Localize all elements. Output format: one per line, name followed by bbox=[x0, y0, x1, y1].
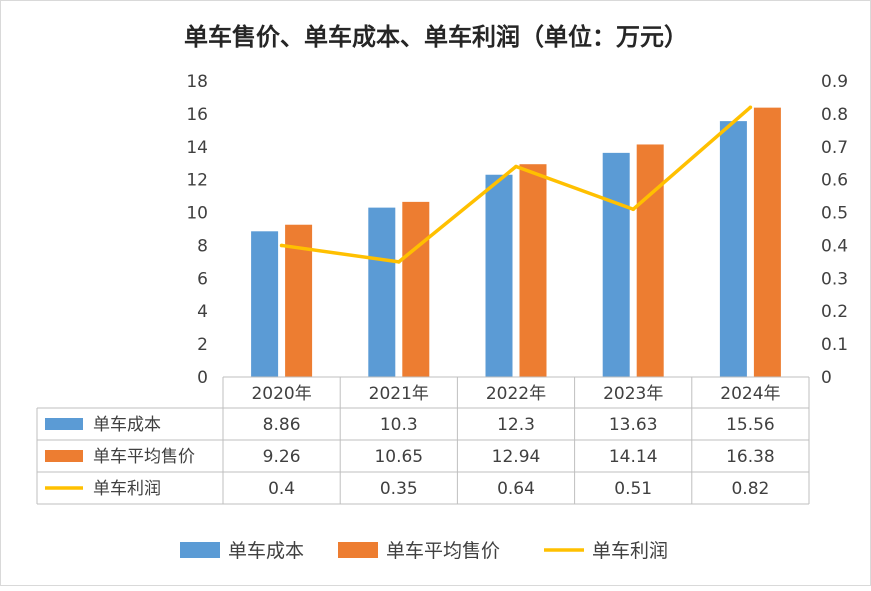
legend-key bbox=[180, 542, 220, 558]
data-label: 0.82 bbox=[731, 479, 769, 499]
bar-2023年-单车平均售价 bbox=[636, 144, 664, 377]
y-tick-label: 18 bbox=[186, 72, 208, 92]
data-label: 12.94 bbox=[492, 447, 541, 467]
data-label: 15.56 bbox=[726, 415, 775, 435]
line-series-单车利润 bbox=[281, 105, 752, 264]
chart-title: 单车售价、单车成本、单车利润（单位：万元） bbox=[184, 23, 688, 51]
y2-tick-label: 0.7 bbox=[821, 138, 848, 158]
line-point-2021年 bbox=[397, 260, 401, 264]
data-label: 0.64 bbox=[497, 479, 535, 499]
line-point-2020年 bbox=[279, 243, 284, 248]
y-tick-label: 10 bbox=[186, 204, 208, 224]
legend-label: 单车成本 bbox=[228, 540, 304, 562]
y-tick-label: 8 bbox=[197, 236, 208, 256]
y2-tick-label: 0.6 bbox=[821, 171, 848, 191]
data-label: 13.63 bbox=[609, 415, 658, 435]
data-label: 0.51 bbox=[614, 479, 652, 499]
y2-tick-label: 0.5 bbox=[821, 204, 848, 224]
x-tick-label: 2021年 bbox=[369, 384, 429, 404]
y-tick-label: 4 bbox=[197, 302, 208, 322]
bar-2022年-单车平均售价 bbox=[519, 164, 547, 377]
line-point-2024年 bbox=[748, 105, 753, 110]
data-label: 10.3 bbox=[380, 415, 418, 435]
y2-tick-label: 0.4 bbox=[821, 236, 848, 256]
y-tick-label: 0 bbox=[197, 368, 208, 388]
x-tick-label: 2024年 bbox=[720, 384, 780, 404]
line-point-2023年 bbox=[631, 207, 635, 212]
bar-2024年-单车成本 bbox=[719, 121, 747, 377]
bar-2021年-单车平均售价 bbox=[402, 201, 430, 377]
y2-tick-label: 0.3 bbox=[821, 269, 848, 289]
x-tick-label: 2023年 bbox=[603, 384, 663, 404]
legend-key bbox=[338, 542, 378, 558]
data-label: 16.38 bbox=[726, 447, 775, 467]
data-label: 10.65 bbox=[374, 447, 423, 467]
y-tick-label: 2 bbox=[197, 335, 208, 355]
data-label: 9.26 bbox=[263, 447, 301, 467]
table-legend-key bbox=[45, 418, 83, 430]
data-label: 12.3 bbox=[497, 415, 535, 435]
data-label: 0.4 bbox=[268, 479, 295, 499]
y-tick-label: 16 bbox=[186, 105, 208, 125]
bar-2020年-单车成本 bbox=[251, 231, 279, 377]
y2-tick-label: 0.9 bbox=[821, 72, 848, 92]
table-series-name: 单车平均售价 bbox=[93, 447, 195, 467]
data-label: 0.35 bbox=[380, 479, 418, 499]
y-tick-label: 12 bbox=[186, 171, 208, 191]
bar-2023年-单车成本 bbox=[602, 152, 630, 377]
y2-tick-label: 0 bbox=[821, 368, 832, 388]
bar-2021年-单车成本 bbox=[368, 207, 396, 377]
y-tick-label: 14 bbox=[186, 138, 208, 158]
y2-tick-label: 0.8 bbox=[821, 105, 848, 125]
table-legend-key bbox=[45, 450, 83, 462]
y2-tick-label: 0.1 bbox=[821, 335, 848, 355]
table-series-name: 单车成本 bbox=[93, 415, 161, 435]
table-series-name: 单车利润 bbox=[93, 479, 161, 499]
data-label: 14.14 bbox=[609, 447, 658, 467]
legend-label: 单车平均售价 bbox=[386, 540, 500, 562]
bar-2022年-单车成本 bbox=[485, 174, 513, 377]
line-point-2022年 bbox=[514, 164, 518, 169]
bar-2024年-单车平均售价 bbox=[753, 107, 781, 377]
legend-label: 单车利润 bbox=[592, 540, 668, 562]
y-tick-label: 6 bbox=[197, 269, 208, 289]
y2-tick-label: 0.2 bbox=[821, 302, 848, 322]
x-tick-label: 2022年 bbox=[486, 384, 546, 404]
x-tick-label: 2020年 bbox=[251, 384, 311, 404]
data-label: 8.86 bbox=[263, 415, 301, 435]
